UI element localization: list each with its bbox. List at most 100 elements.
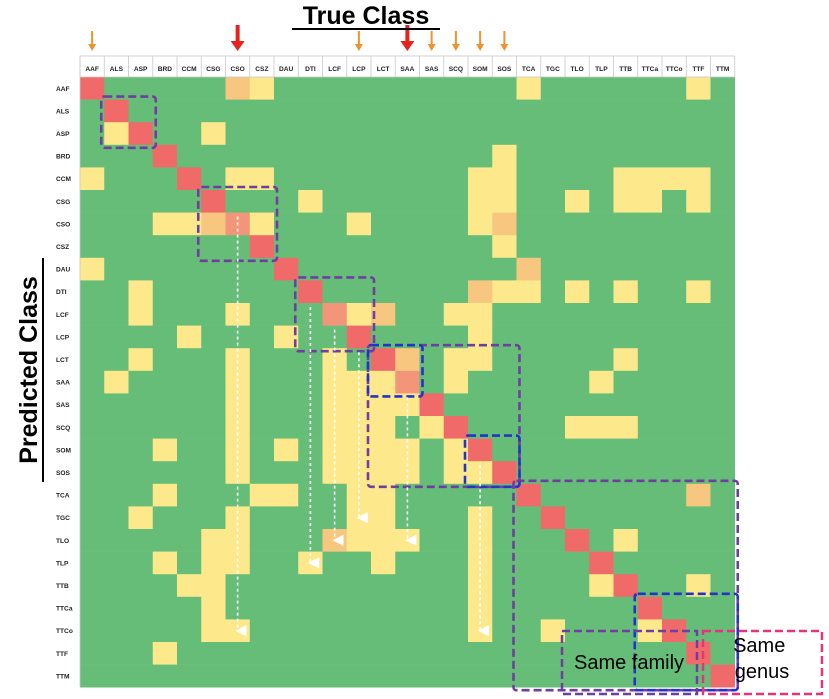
cell-dau-csg — [201, 257, 226, 281]
cell-tlo-tca — [516, 529, 542, 552]
cell-csg-als — [104, 190, 129, 213]
cell-tlo-scq — [443, 529, 469, 552]
cell-scq-ttco — [662, 416, 687, 439]
cell-ttb-asp — [128, 574, 154, 598]
cell-ttm-aaf — [80, 664, 105, 688]
cell-csg-ttco — [662, 190, 687, 213]
cell-tgc-tlo — [565, 506, 590, 530]
cell-saa-som — [468, 370, 493, 394]
cell-brd-tlp — [589, 144, 614, 168]
cell-brd-som — [468, 144, 493, 168]
cell-saa-ttco — [662, 370, 687, 394]
cell-asp-sas — [419, 122, 445, 146]
cell-ttco-asp — [128, 619, 154, 643]
cell-saa-csz — [249, 370, 275, 394]
cell-dti-ttco — [662, 280, 687, 304]
cell-ttca-aaf — [80, 596, 105, 620]
cell-lct-ccm — [177, 348, 202, 372]
cell-als-als — [104, 99, 129, 123]
cell-lct-ttm — [710, 348, 736, 372]
cell-cso-tgc — [540, 212, 566, 236]
cell-ttm-ttca — [637, 664, 663, 688]
x-tick-sos: SOS — [497, 66, 512, 73]
cell-asp-dau — [274, 122, 299, 146]
cell-sos-scq — [443, 461, 469, 485]
cell-asp-lcp — [346, 122, 372, 146]
x-axis-tick-labels: AAF ALS ASP BRD CCM CSG CSO CSZ DAU DTI LCF LCP LCT S… — [79, 55, 736, 78]
cell-tca-csg — [201, 483, 226, 507]
cell-tlp-ttca — [637, 551, 663, 575]
cell-ttco-ccm — [177, 619, 202, 643]
cell-tlp-brd — [152, 551, 178, 575]
cell-asp-ttco — [662, 122, 687, 146]
cell-dti-tlo — [565, 280, 590, 304]
cell-sos-lct — [371, 461, 396, 485]
cell-ccm-tgc — [540, 167, 566, 191]
cell-cso-csg — [201, 212, 226, 236]
cell-tgc-csz — [249, 506, 275, 530]
cell-csz-aaf — [80, 235, 105, 259]
y-tick-ccm: CCM — [56, 176, 72, 183]
cell-lcp-tlo — [565, 325, 590, 349]
x-tick-lcf: LCF — [328, 66, 341, 73]
cell-som-ccm — [177, 438, 202, 462]
cell-sas-dau — [274, 393, 299, 417]
heatmap-cells — [80, 77, 736, 688]
cell-asp-tlp — [589, 122, 614, 146]
cell-lcp-ccm — [177, 325, 202, 349]
cell-ttb-aaf — [80, 574, 105, 598]
cell-brd-tca — [516, 144, 542, 168]
cell-csz-ttf — [686, 235, 711, 259]
cell-sos-ttf — [686, 461, 711, 485]
cell-ttf-dti — [298, 642, 323, 665]
cell-lct-csz — [249, 348, 275, 372]
cell-sos-csz — [249, 461, 275, 485]
cell-csz-saa — [395, 235, 420, 259]
cell-asp-ttm — [710, 122, 736, 146]
cell-ttb-tgc — [540, 574, 566, 598]
cell-lcf-tgc — [540, 303, 566, 326]
cell-als-ttca — [637, 99, 663, 123]
cell-ttco-csz — [249, 619, 275, 643]
cell-som-ttco — [662, 438, 687, 462]
cell-asp-tca — [516, 122, 542, 146]
cell-ttf-dau — [274, 642, 299, 665]
cell-lcp-ttca — [637, 325, 663, 349]
x-tick-tca: TCA — [522, 66, 536, 73]
cell-ttco-sos — [492, 619, 517, 643]
cell-lcf-lcf — [322, 303, 348, 326]
cell-ttf-lct — [371, 642, 396, 665]
cell-als-dau — [274, 99, 299, 123]
cell-ttca-scq — [443, 596, 469, 620]
cell-csg-lcf — [322, 190, 348, 213]
cell-dti-ttf — [686, 280, 711, 304]
cell-scq-csz — [249, 416, 275, 439]
cell-scq-ttca — [637, 416, 663, 439]
cell-saa-ttb — [613, 370, 639, 394]
cell-cso-aaf — [80, 212, 105, 236]
cell-tgc-tca — [516, 506, 542, 530]
x-tick-lct: LCT — [377, 66, 390, 73]
cell-scq-ttb — [613, 416, 639, 439]
cell-ttb-ccm — [177, 574, 202, 598]
cell-brd-ttca — [637, 144, 663, 168]
cell-dau-asp — [128, 257, 154, 281]
cell-tca-scq — [443, 483, 469, 507]
cell-als-ttco — [662, 99, 687, 123]
cell-som-tgc — [540, 438, 566, 462]
cell-ttb-csz — [249, 574, 275, 598]
cell-ttm-ccm — [177, 664, 202, 688]
x-tick-csz: CSZ — [255, 66, 268, 73]
cell-saa-tlo — [565, 370, 590, 394]
x-tick-ttm: TTM — [716, 66, 730, 73]
cell-als-lct — [371, 99, 396, 123]
cell-als-tgc — [540, 99, 566, 123]
cell-ccm-sos — [492, 167, 517, 191]
cell-tlp-dau — [274, 551, 299, 575]
cell-tca-ttca — [637, 483, 663, 507]
family-box-als-asp — [99, 95, 158, 150]
cell-aaf-lcp — [346, 77, 372, 100]
cell-ttco-brd — [152, 619, 178, 643]
cell-scq-tlo — [565, 416, 590, 439]
cell-tlp-aaf — [80, 551, 105, 575]
